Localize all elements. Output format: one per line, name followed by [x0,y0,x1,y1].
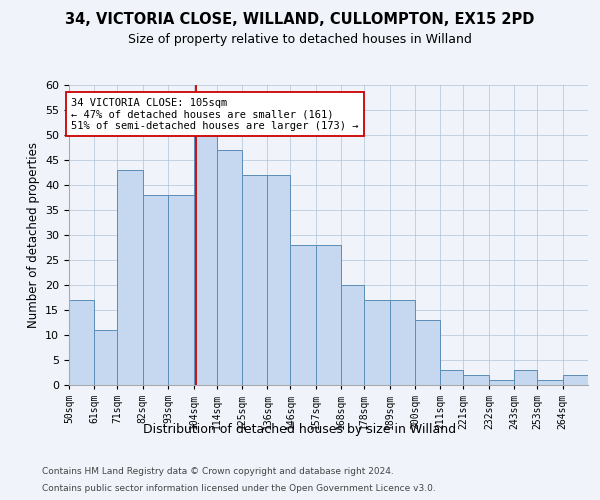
Bar [168,195,194,385]
Bar [489,380,514,385]
Bar [118,170,143,385]
Bar [217,150,242,385]
Text: Distribution of detached houses by size in Willand: Distribution of detached houses by size … [143,422,457,436]
Bar [194,135,217,385]
Text: 34, VICTORIA CLOSE, WILLAND, CULLOMPTON, EX15 2PD: 34, VICTORIA CLOSE, WILLAND, CULLOMPTON,… [65,12,535,28]
Bar [242,175,268,385]
Text: Contains public sector information licensed under the Open Government Licence v3: Contains public sector information licen… [42,484,436,493]
Y-axis label: Number of detached properties: Number of detached properties [26,142,40,328]
Bar [290,245,316,385]
Bar [94,330,118,385]
Bar [463,375,489,385]
Bar [440,370,463,385]
Bar [341,285,364,385]
Text: Contains HM Land Registry data © Crown copyright and database right 2024.: Contains HM Land Registry data © Crown c… [42,468,394,476]
Bar [316,245,341,385]
Bar [389,300,415,385]
Bar [69,300,94,385]
Bar [415,320,440,385]
Bar [563,375,588,385]
Bar [514,370,537,385]
Bar [268,175,290,385]
Bar [143,195,168,385]
Text: Size of property relative to detached houses in Willand: Size of property relative to detached ho… [128,32,472,46]
Bar [537,380,563,385]
Bar [364,300,389,385]
Text: 34 VICTORIA CLOSE: 105sqm
← 47% of detached houses are smaller (161)
51% of semi: 34 VICTORIA CLOSE: 105sqm ← 47% of detac… [71,98,359,130]
